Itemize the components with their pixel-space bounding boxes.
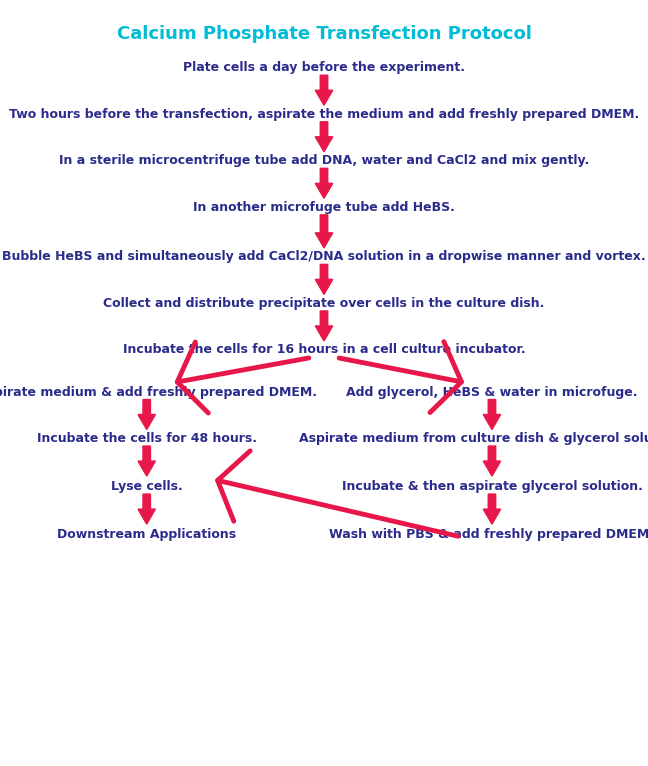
Text: Collect and distribute precipitate over cells in the culture dish.: Collect and distribute precipitate over …: [103, 297, 545, 310]
Text: In a sterile microcentrifuge tube add DNA, water and CaCl2 and mix gently.: In a sterile microcentrifuge tube add DN…: [59, 154, 589, 167]
Text: Incubate the cells for 48 hours.: Incubate the cells for 48 hours.: [37, 432, 257, 445]
FancyArrow shape: [138, 494, 156, 524]
FancyArrow shape: [316, 264, 332, 294]
FancyArrow shape: [483, 494, 501, 524]
FancyArrow shape: [316, 75, 332, 105]
FancyArrow shape: [483, 446, 501, 476]
Text: Bubble HeBS and simultaneously add CaCl2/DNA solution in a dropwise manner and v: Bubble HeBS and simultaneously add CaCl2…: [2, 250, 646, 264]
FancyArrow shape: [138, 400, 156, 430]
Text: Incubate & then aspirate glycerol solution.: Incubate & then aspirate glycerol soluti…: [341, 480, 642, 493]
Text: Plate cells a day before the experiment.: Plate cells a day before the experiment.: [183, 61, 465, 74]
Text: Add glycerol, HeBS & water in microfuge.: Add glycerol, HeBS & water in microfuge.: [346, 385, 638, 398]
FancyArrow shape: [138, 446, 156, 476]
Text: Incubate the cells for 16 hours in a cell culture incubator.: Incubate the cells for 16 hours in a cel…: [122, 343, 526, 356]
FancyArrow shape: [316, 214, 332, 248]
Text: Lyse cells.: Lyse cells.: [111, 480, 183, 493]
Text: Wash with PBS & add freshly prepared DMEM.: Wash with PBS & add freshly prepared DME…: [329, 528, 648, 541]
Text: Calcium Phosphate Transfection Protocol: Calcium Phosphate Transfection Protocol: [117, 25, 531, 43]
FancyArrow shape: [483, 400, 501, 430]
Text: Two hours before the transfection, aspirate the medium and add freshly prepared : Two hours before the transfection, aspir…: [9, 108, 639, 121]
FancyArrow shape: [316, 122, 332, 152]
FancyArrow shape: [316, 169, 332, 198]
Text: Downstream Applications: Downstream Applications: [57, 528, 237, 541]
FancyArrow shape: [316, 311, 332, 341]
Text: In another microfuge tube add HeBS.: In another microfuge tube add HeBS.: [193, 201, 455, 214]
Text: Aspirate medium & add freshly prepared DMEM.: Aspirate medium & add freshly prepared D…: [0, 385, 317, 398]
Text: Aspirate medium from culture dish & glycerol solution.: Aspirate medium from culture dish & glyc…: [299, 432, 648, 445]
